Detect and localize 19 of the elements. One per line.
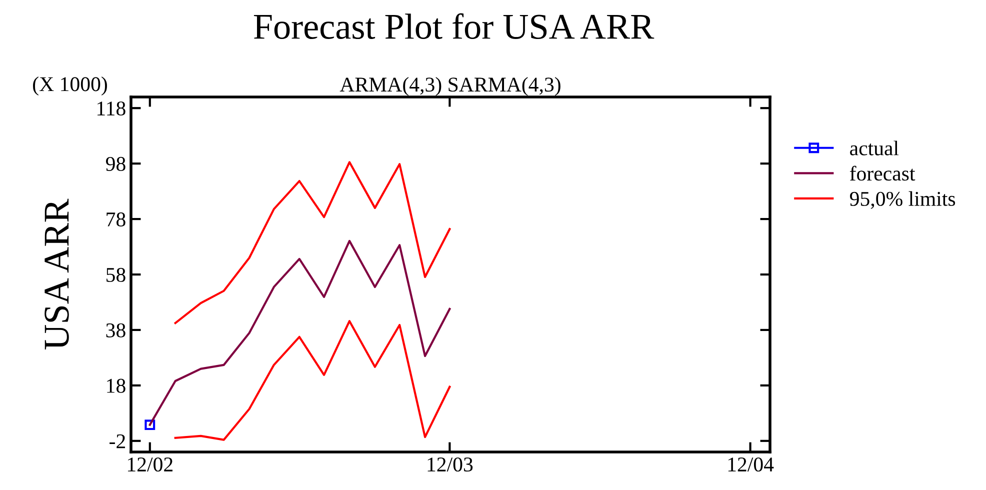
y-tick-label: 58: [106, 268, 126, 282]
y-axis-title: USA ARR: [44, 198, 69, 350]
line-series: [174, 161, 451, 324]
line-series: [174, 320, 451, 441]
x-tick-label: 12/04: [728, 457, 774, 472]
chart-subtitle: ARMA(4,3) SARMA(4,3): [340, 76, 560, 96]
legend-label: forecast: [850, 166, 916, 181]
y-tick-label: 78: [106, 212, 126, 226]
chart-title: Forecast Plot for USA ARR: [254, 13, 654, 40]
legend-label: 95,0% limits: [850, 191, 956, 209]
y-tick-label: -2: [110, 434, 125, 448]
x-tick-label: 12/03: [428, 457, 473, 472]
y-tick-label: 98: [106, 156, 126, 171]
x-tick-label: 12/02: [128, 457, 172, 472]
legend-label: actual: [850, 140, 899, 156]
y-tick-label: 118: [98, 101, 126, 116]
text: (X 1000): [33, 76, 107, 96]
y-tick-label: 38: [106, 323, 126, 338]
y-tick-label: 18: [107, 378, 126, 393]
